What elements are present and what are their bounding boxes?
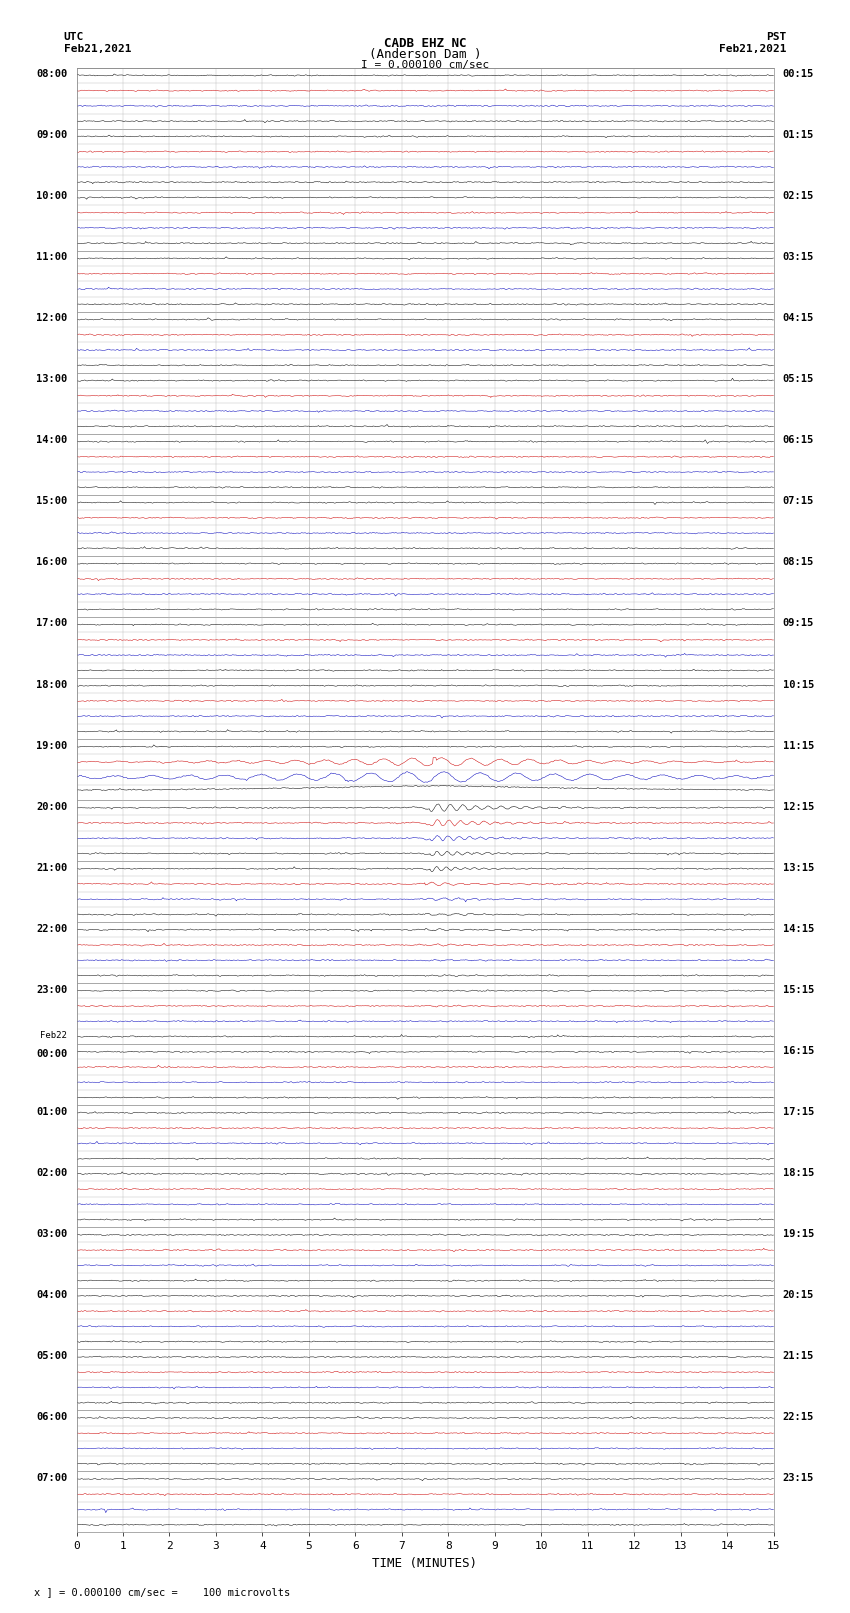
Text: 23:15: 23:15 — [783, 1473, 814, 1482]
Text: 21:00: 21:00 — [36, 863, 67, 873]
Text: 20:15: 20:15 — [783, 1290, 814, 1300]
Text: 20:00: 20:00 — [36, 802, 67, 811]
Text: 17:15: 17:15 — [783, 1107, 814, 1116]
Text: (Anderson Dam ): (Anderson Dam ) — [369, 48, 481, 61]
Text: 15:00: 15:00 — [36, 497, 67, 506]
Text: PST: PST — [766, 32, 786, 42]
Text: 01:15: 01:15 — [783, 131, 814, 140]
Text: 13:00: 13:00 — [36, 374, 67, 384]
Text: Feb22: Feb22 — [40, 1031, 67, 1040]
Text: 06:00: 06:00 — [36, 1411, 67, 1421]
Text: 18:00: 18:00 — [36, 679, 67, 689]
Text: 15:15: 15:15 — [783, 984, 814, 995]
Text: UTC: UTC — [64, 32, 84, 42]
Text: 19:15: 19:15 — [783, 1229, 814, 1239]
Text: 18:15: 18:15 — [783, 1168, 814, 1177]
Text: 03:00: 03:00 — [36, 1229, 67, 1239]
Text: 13:15: 13:15 — [783, 863, 814, 873]
Text: 05:15: 05:15 — [783, 374, 814, 384]
Text: 01:00: 01:00 — [36, 1107, 67, 1116]
Text: I = 0.000100 cm/sec: I = 0.000100 cm/sec — [361, 60, 489, 69]
Text: 09:15: 09:15 — [783, 618, 814, 629]
Text: 07:00: 07:00 — [36, 1473, 67, 1482]
Text: 22:15: 22:15 — [783, 1411, 814, 1421]
Text: 00:15: 00:15 — [783, 69, 814, 79]
Text: 10:00: 10:00 — [36, 192, 67, 202]
Text: 23:00: 23:00 — [36, 984, 67, 995]
Text: 03:15: 03:15 — [783, 252, 814, 263]
Text: 17:00: 17:00 — [36, 618, 67, 629]
Text: 16:00: 16:00 — [36, 558, 67, 568]
Text: x ] = 0.000100 cm/sec =    100 microvolts: x ] = 0.000100 cm/sec = 100 microvolts — [34, 1587, 290, 1597]
Text: 08:15: 08:15 — [783, 558, 814, 568]
Text: 08:00: 08:00 — [36, 69, 67, 79]
Text: 16:15: 16:15 — [783, 1045, 814, 1055]
Text: Feb21,2021: Feb21,2021 — [719, 44, 786, 53]
Text: 14:15: 14:15 — [783, 924, 814, 934]
Text: 10:15: 10:15 — [783, 679, 814, 689]
Text: 11:00: 11:00 — [36, 252, 67, 263]
Text: 05:00: 05:00 — [36, 1350, 67, 1361]
Text: 11:15: 11:15 — [783, 740, 814, 750]
Text: 14:00: 14:00 — [36, 436, 67, 445]
X-axis label: TIME (MINUTES): TIME (MINUTES) — [372, 1557, 478, 1569]
Text: 12:15: 12:15 — [783, 802, 814, 811]
Text: 04:15: 04:15 — [783, 313, 814, 323]
Text: 09:00: 09:00 — [36, 131, 67, 140]
Text: 02:15: 02:15 — [783, 192, 814, 202]
Text: CADB EHZ NC: CADB EHZ NC — [383, 37, 467, 50]
Text: 12:00: 12:00 — [36, 313, 67, 323]
Text: 02:00: 02:00 — [36, 1168, 67, 1177]
Text: 19:00: 19:00 — [36, 740, 67, 750]
Text: 21:15: 21:15 — [783, 1350, 814, 1361]
Text: 07:15: 07:15 — [783, 497, 814, 506]
Text: Feb21,2021: Feb21,2021 — [64, 44, 131, 53]
Text: 22:00: 22:00 — [36, 924, 67, 934]
Text: 00:00: 00:00 — [36, 1050, 67, 1060]
Text: 06:15: 06:15 — [783, 436, 814, 445]
Text: 04:00: 04:00 — [36, 1290, 67, 1300]
